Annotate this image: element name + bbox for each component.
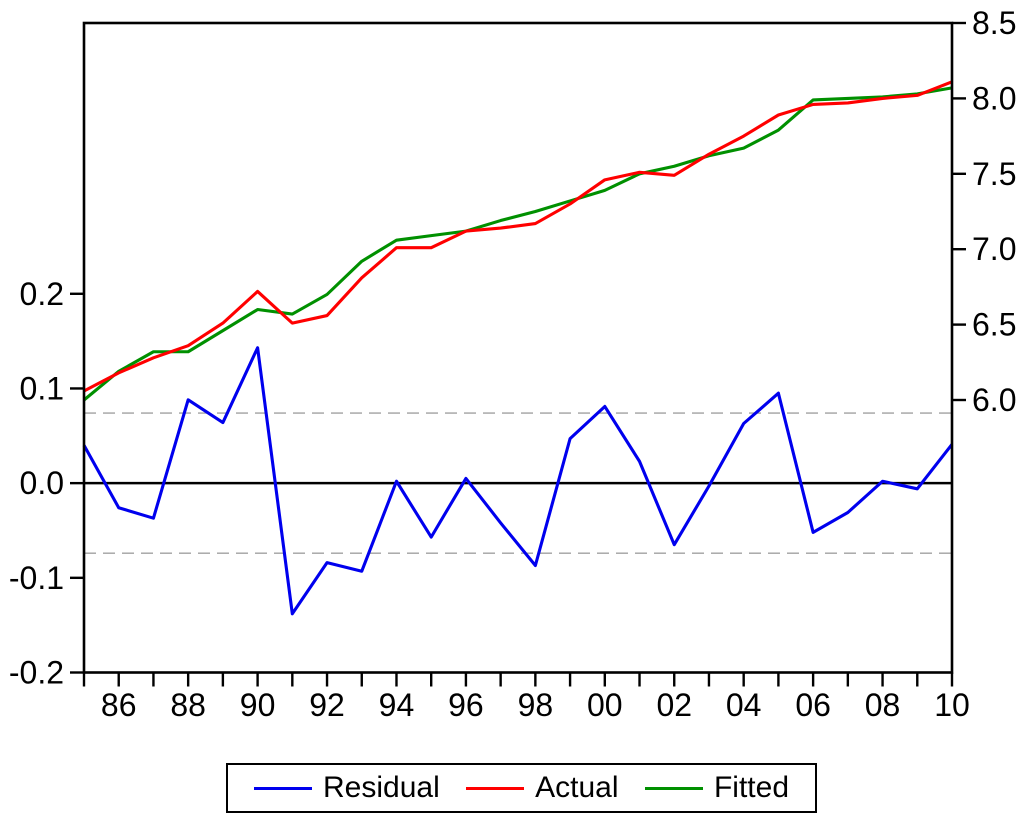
residual-line-swatch (254, 786, 312, 790)
fitted-line-swatch (644, 786, 703, 790)
fitted-line (83, 86, 953, 402)
legend-label-fitted: Fitted (713, 771, 789, 804)
x-tick-label: 06 (795, 687, 831, 723)
x-tick-label: 86 (101, 687, 137, 723)
left-axis-tick-label: -0.2 (9, 655, 64, 691)
right-axis-tick-label: 8.5 (972, 5, 1016, 41)
residual-line (82, 346, 954, 616)
legend-label-actual: Actual (535, 771, 619, 804)
x-tick-label: 88 (170, 687, 206, 723)
legend-label-residual: Residual (323, 771, 440, 804)
x-tick-label: 08 (865, 687, 901, 723)
left-axis-tick-label: 0.2 (20, 276, 64, 312)
actual-line-swatch (466, 786, 525, 790)
left-axis-tick-label: 0.1 (20, 370, 64, 406)
x-tick-label: 98 (518, 687, 554, 723)
actual-line (83, 80, 953, 393)
x-tick-label: 04 (726, 687, 762, 723)
left-axis-tick-label: -0.1 (9, 560, 64, 596)
plot-border (82, 21, 954, 674)
x-tick-label: 02 (656, 687, 692, 723)
x-tick-label: 94 (379, 687, 415, 723)
x-tick-label: 92 (309, 687, 345, 723)
right-axis-tick-label: 6.0 (972, 382, 1016, 418)
legend: Residual Actual Fitted (226, 763, 817, 813)
legend-item-residual: Residual (254, 773, 440, 803)
right-axis-tick-label: 6.5 (972, 307, 1016, 343)
x-tick-label: 00 (587, 687, 623, 723)
legend-item-actual: Actual (466, 771, 619, 804)
x-tick-label: 90 (240, 687, 276, 723)
right-axis-tick-label: 8.0 (972, 80, 1016, 116)
x-tick-label: 10 (934, 687, 970, 723)
right-axis-tick-label: 7.5 (972, 156, 1016, 192)
right-axis-tick-label: 7.0 (972, 231, 1016, 267)
left-axis-tick-label: 0.0 (20, 465, 64, 501)
x-tick-label: 96 (448, 687, 484, 723)
legend-item-fitted: Fitted (644, 771, 789, 804)
